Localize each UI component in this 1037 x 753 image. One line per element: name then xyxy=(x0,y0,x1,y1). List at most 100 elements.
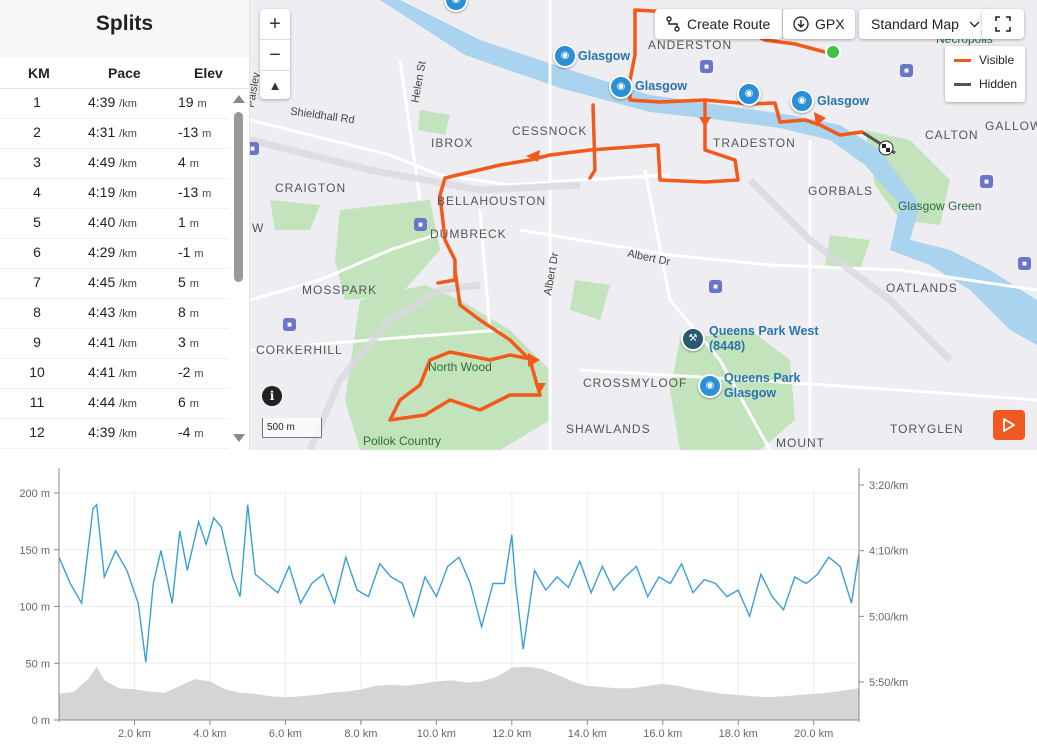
pace-line-series xyxy=(58,503,860,663)
place-corkerhill: CORKERHILL xyxy=(256,343,343,357)
map-style-select[interactable]: Standard Map xyxy=(859,9,989,39)
split-pace-unit: /km xyxy=(119,278,137,290)
wrench-icon[interactable]: ⚒ xyxy=(681,327,705,351)
poi-queens-park-west[interactable]: Queens Park West xyxy=(709,324,819,338)
camera-icon[interactable]: ◉ xyxy=(737,82,761,106)
split-pace: 4:45 /km xyxy=(88,274,137,290)
legend-hidden-swatch xyxy=(954,83,971,86)
camera-icon[interactable]: ◉ xyxy=(790,89,814,113)
camera-icon[interactable]: ◉ xyxy=(698,374,722,398)
split-pace-value: 4:43 xyxy=(88,304,116,320)
split-row[interactable]: 12 4:39 /km -4 m xyxy=(0,418,229,449)
y-left-tick-label: 200 m xyxy=(19,488,50,500)
fullscreen-button[interactable] xyxy=(982,9,1024,39)
split-pace-value: 4:40 xyxy=(88,214,116,230)
legend-visible-swatch xyxy=(954,59,971,62)
create-route-button[interactable]: Create Route xyxy=(655,9,783,39)
place-toryglen: TORYGLEN xyxy=(890,422,964,436)
map-scale-bar: 500 m xyxy=(262,418,322,438)
splits-title: Splits xyxy=(0,0,249,58)
zoom-control: + − ▲ xyxy=(260,9,290,99)
x-tick-label: 2.0 km xyxy=(118,728,151,740)
map-style-label: Standard Map xyxy=(871,16,959,32)
camera-icon[interactable]: ◉ xyxy=(609,75,633,99)
split-row[interactable]: 1 4:39 /km 19 m xyxy=(0,88,229,119)
y-right-tick-label: 3:20/km xyxy=(869,480,908,492)
x-tick-label: 6.0 km xyxy=(269,728,302,740)
split-elev-value: -13 xyxy=(178,124,199,140)
camera-icon[interactable]: ◉ xyxy=(553,44,577,68)
split-row[interactable]: 11 4:44 /km 6 m xyxy=(0,388,229,419)
split-elev-unit: m xyxy=(189,278,199,290)
fullscreen-icon xyxy=(995,16,1011,32)
route-map[interactable]: ANDERSTON Necropolis CALTON GALLOW CESSN… xyxy=(250,0,1037,450)
column-header-km[interactable]: KM xyxy=(28,65,50,81)
y-right-tick-label: 5:00/km xyxy=(869,611,908,623)
split-pace-unit: /km xyxy=(119,428,137,440)
legend-hidden-label: Hidden xyxy=(979,77,1018,91)
poi-glasgow-1[interactable]: Glasgow xyxy=(578,49,631,63)
split-pace-value: 4:29 xyxy=(88,244,116,260)
rail-station-icon: ■ xyxy=(414,218,427,231)
play-button[interactable] xyxy=(993,410,1025,440)
poi-queens-park-west-id[interactable]: (8448) xyxy=(709,339,746,353)
scroll-down-arrow-icon[interactable] xyxy=(233,434,245,442)
place-mosspark: MOSSPARK xyxy=(302,283,378,297)
split-elev: -13 m xyxy=(178,124,211,140)
elevation-pace-chart[interactable]: 0 m 50 m 100 m 150 m 200 m 3:20/km 4:10/km 5:00… xyxy=(0,455,1037,753)
gpx-download-button[interactable]: GPX xyxy=(783,9,855,39)
split-row[interactable]: 8 4:43 /km 8 m xyxy=(0,298,229,329)
splits-panel: Splits KM Pace Elev 1 4:39 /km 19 m 2 4:31 /… xyxy=(0,0,250,450)
split-elev-value: -4 xyxy=(178,424,191,440)
split-elev-value: 3 xyxy=(178,334,186,350)
split-elev: -13 m xyxy=(178,184,211,200)
rail-station-icon: ■ xyxy=(900,64,913,77)
poi-glasgow-2[interactable]: Glasgow xyxy=(635,79,688,93)
gpx-label: GPX xyxy=(815,16,845,32)
compass-icon[interactable]: ▲ xyxy=(268,78,282,93)
split-elev-unit: m xyxy=(189,308,199,320)
split-pace-value: 4:39 xyxy=(88,424,116,440)
play-icon xyxy=(1003,418,1015,432)
y-right-tick-label: 5:50/km xyxy=(869,677,908,689)
split-row[interactable]: 4 4:19 /km -13 m xyxy=(0,178,229,209)
split-pace: 4:31 /km xyxy=(88,124,137,140)
column-header-elev[interactable]: Elev xyxy=(194,65,223,81)
place-mount: MOUNT xyxy=(776,436,825,450)
poi-glasgow-3[interactable]: Glasgow xyxy=(817,94,870,108)
split-row[interactable]: 5 4:40 /km 1 m xyxy=(0,208,229,239)
split-pace: 4:19 /km xyxy=(88,184,137,200)
scroll-up-arrow-icon[interactable] xyxy=(233,95,245,103)
zoom-in-button[interactable]: + xyxy=(260,9,290,40)
split-row[interactable]: 3 4:49 /km 4 m xyxy=(0,148,229,179)
rail-station-icon: ■ xyxy=(250,142,259,155)
place-craigton: CRAIGTON xyxy=(275,181,347,195)
split-elev-unit: m xyxy=(189,158,199,170)
map-basemap xyxy=(250,0,1037,450)
y-left-tick-label: 0 m xyxy=(32,715,50,727)
split-row[interactable]: 7 4:45 /km 5 m xyxy=(0,268,229,299)
place-dumbreck: DUMBRECK xyxy=(430,227,507,241)
x-tick-label: 16.0 km xyxy=(643,728,682,740)
place-tradeston: TRADESTON xyxy=(713,136,796,150)
poi-queens-park-glasgow[interactable]: Queens Park xyxy=(724,371,801,385)
info-icon[interactable]: i xyxy=(262,386,282,406)
split-row[interactable]: 9 4:41 /km 3 m xyxy=(0,328,229,359)
split-km: 7 xyxy=(33,274,41,290)
splits-scrollbar-thumb[interactable] xyxy=(234,112,243,282)
split-row[interactable]: 2 4:31 /km -13 m xyxy=(0,118,229,149)
split-row[interactable]: 6 4:29 /km -1 m xyxy=(0,238,229,269)
place-w: W xyxy=(252,221,265,235)
split-km: 6 xyxy=(33,244,41,260)
split-elev-value: 6 xyxy=(178,394,186,410)
split-row[interactable]: 10 4:41 /km -2 m xyxy=(0,358,229,389)
place-gorbals: GORBALS xyxy=(808,184,874,198)
zoom-out-button[interactable]: − xyxy=(260,40,290,71)
split-pace-unit: /km xyxy=(119,398,137,410)
poi-queens-park-glasgow-2[interactable]: Glasgow xyxy=(724,386,777,400)
split-elev: 3 m xyxy=(178,334,199,350)
column-header-pace[interactable]: Pace xyxy=(108,65,141,81)
split-elev: 1 m xyxy=(178,214,199,230)
split-pace-unit: /km xyxy=(119,218,137,230)
